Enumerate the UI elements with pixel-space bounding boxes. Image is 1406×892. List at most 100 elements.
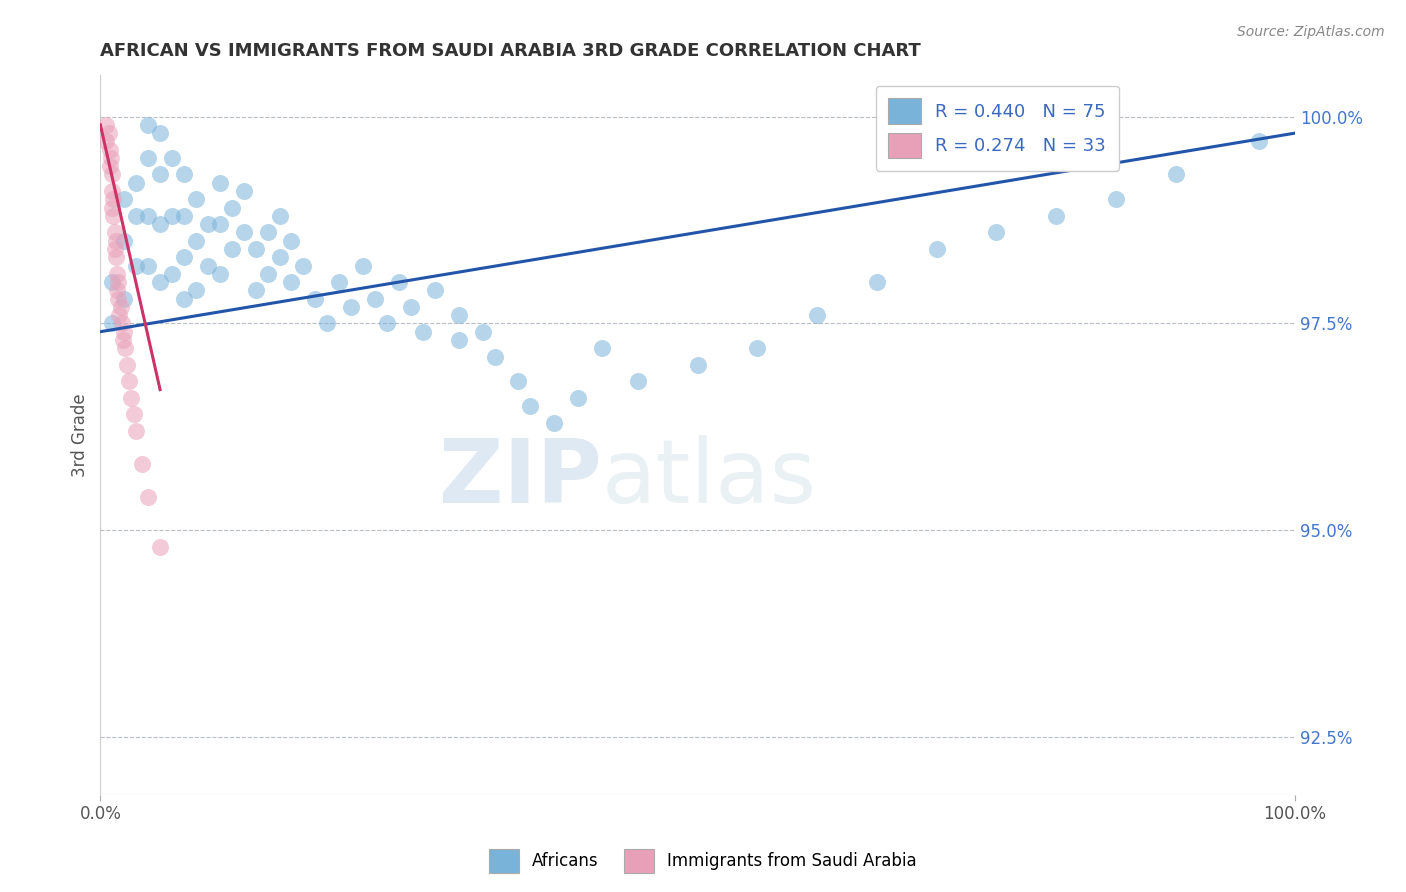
Point: [364, 292, 387, 306]
Point: [96, 118, 118, 132]
Point: [269, 209, 291, 223]
Point: [104, 242, 127, 256]
Point: [101, 201, 124, 215]
Point: [543, 416, 565, 430]
Point: [184, 283, 207, 297]
Point: [104, 234, 127, 248]
Point: [125, 176, 148, 190]
Point: [107, 292, 129, 306]
Point: [96, 135, 118, 149]
Point: [136, 259, 159, 273]
Point: [114, 341, 136, 355]
Point: [340, 300, 363, 314]
Point: [149, 217, 172, 231]
Point: [1164, 168, 1187, 182]
Text: atlas: atlas: [602, 434, 817, 522]
Point: [184, 234, 207, 248]
Point: [173, 250, 195, 264]
Point: [1249, 135, 1271, 149]
Point: [1045, 209, 1067, 223]
Point: [269, 250, 291, 264]
Point: [447, 308, 470, 322]
Point: [208, 267, 231, 281]
Point: [160, 151, 183, 165]
Point: [118, 375, 141, 389]
Point: [104, 226, 127, 240]
Legend: Africans, Immigrants from Saudi Arabia: Africans, Immigrants from Saudi Arabia: [482, 842, 924, 880]
Point: [197, 217, 219, 231]
Point: [747, 341, 769, 355]
Point: [160, 267, 183, 281]
Point: [423, 283, 446, 297]
Point: [173, 209, 195, 223]
Point: [806, 308, 828, 322]
Point: [108, 308, 131, 322]
Point: [292, 259, 315, 273]
Point: [104, 250, 127, 264]
Point: [131, 457, 153, 471]
Point: [256, 226, 278, 240]
Point: [184, 192, 207, 206]
Text: ZIP: ZIP: [439, 434, 602, 522]
Point: [316, 317, 339, 331]
Point: [125, 424, 148, 438]
Point: [149, 275, 172, 289]
Point: [107, 275, 129, 289]
Point: [136, 209, 159, 223]
Point: [111, 317, 134, 331]
Point: [112, 234, 135, 248]
Point: [136, 490, 159, 504]
Point: [280, 234, 302, 248]
Point: [98, 143, 121, 157]
Legend: R = 0.440   N = 75, R = 0.274   N = 33: R = 0.440 N = 75, R = 0.274 N = 33: [876, 86, 1119, 171]
Point: [304, 292, 326, 306]
Point: [1105, 192, 1128, 206]
Point: [519, 399, 541, 413]
Point: [256, 267, 278, 281]
Point: [508, 375, 530, 389]
Point: [567, 391, 589, 405]
Point: [103, 192, 125, 206]
Text: AFRICAN VS IMMIGRANTS FROM SAUDI ARABIA 3RD GRADE CORRELATION CHART: AFRICAN VS IMMIGRANTS FROM SAUDI ARABIA …: [100, 42, 921, 60]
Point: [280, 275, 302, 289]
Point: [101, 168, 124, 182]
Point: [112, 325, 135, 339]
Point: [105, 283, 128, 297]
Point: [986, 226, 1008, 240]
Point: [115, 358, 138, 372]
Point: [471, 325, 494, 339]
Point: [484, 350, 506, 364]
Text: Source: ZipAtlas.com: Source: ZipAtlas.com: [1237, 25, 1385, 39]
Point: [112, 292, 135, 306]
Point: [591, 341, 613, 355]
Point: [627, 375, 650, 389]
Point: [173, 292, 195, 306]
Point: [866, 275, 889, 289]
Point: [447, 333, 470, 347]
Point: [101, 317, 124, 331]
Point: [97, 126, 120, 140]
Point: [245, 283, 267, 297]
Point: [103, 209, 125, 223]
Point: [245, 242, 267, 256]
Point: [125, 259, 148, 273]
Point: [232, 226, 254, 240]
Point: [136, 118, 159, 132]
Point: [208, 217, 231, 231]
Point: [101, 184, 124, 198]
Point: [122, 408, 145, 422]
Point: [686, 358, 709, 372]
Point: [352, 259, 374, 273]
Point: [375, 317, 398, 331]
Point: [110, 300, 132, 314]
Point: [98, 159, 121, 173]
Point: [136, 151, 159, 165]
Point: [221, 242, 243, 256]
Point: [399, 300, 422, 314]
Point: [925, 242, 948, 256]
Point: [197, 259, 219, 273]
Point: [112, 333, 135, 347]
Point: [149, 126, 172, 140]
Point: [208, 176, 231, 190]
Point: [101, 275, 124, 289]
